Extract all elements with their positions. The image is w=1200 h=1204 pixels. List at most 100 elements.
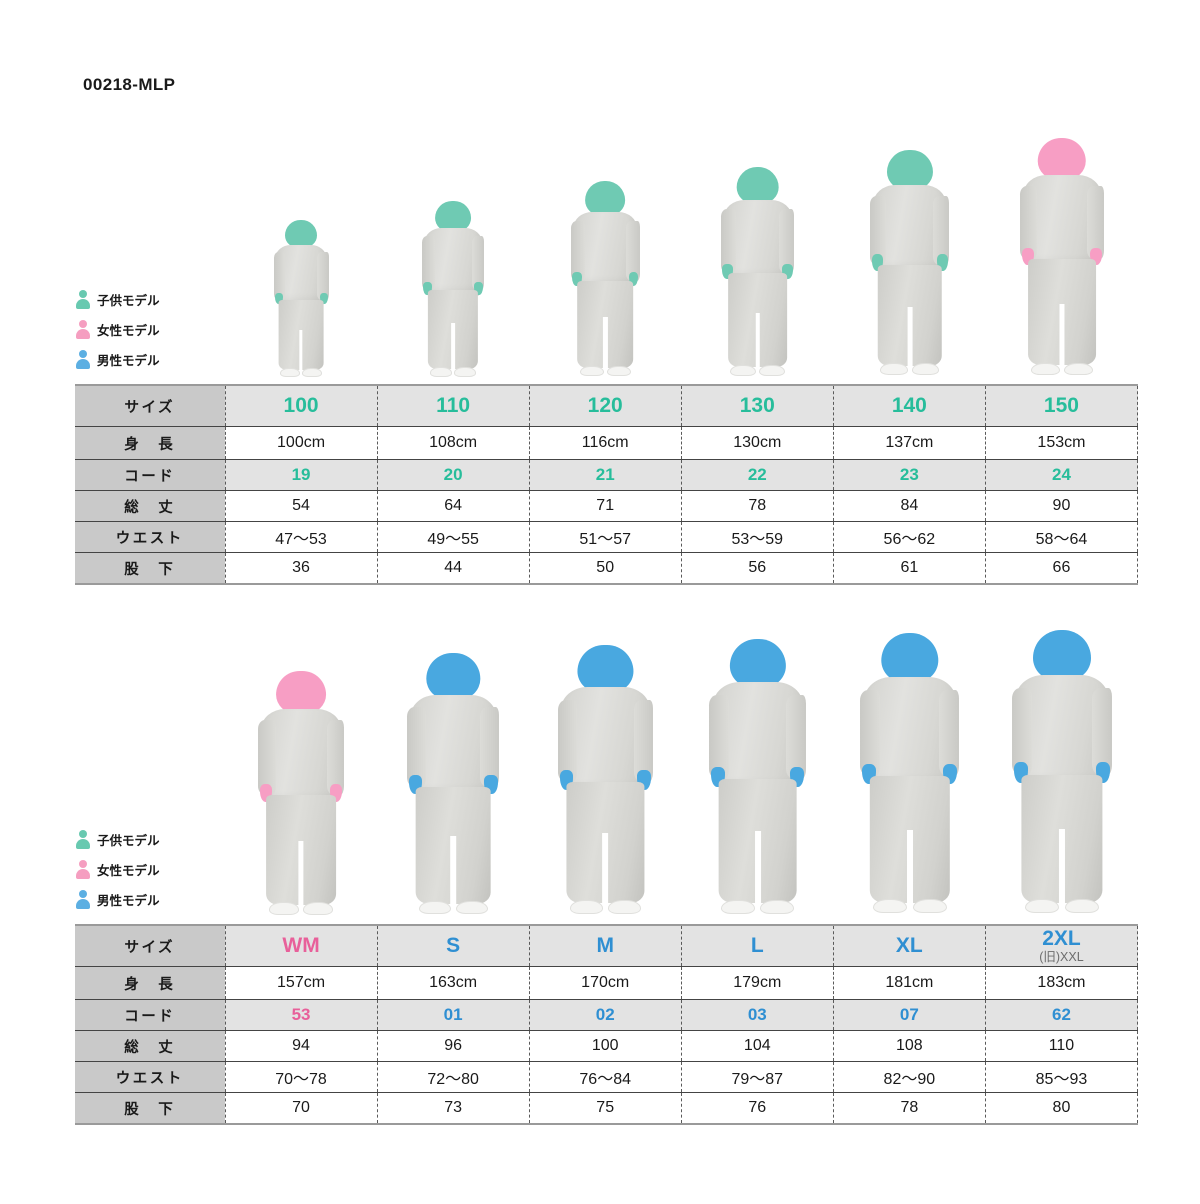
size-cell-2xl: 2XL (旧)XXL <box>984 924 1139 967</box>
model-shoe-right <box>454 367 477 377</box>
row-label-code: コード <box>75 999 225 1031</box>
model-pants-gap <box>602 833 609 904</box>
model-sleeve-right <box>625 220 640 281</box>
model-figure-150 <box>1013 137 1110 381</box>
model-shoe-left <box>1024 899 1060 914</box>
model-sleeve-right <box>786 694 806 780</box>
table-row-waist: ウエスト 47〜53 49〜55 51〜57 53〜59 56〜62 58〜64 <box>75 521 1139 553</box>
model-sleeve-left <box>709 694 729 780</box>
row-label-code: コード <box>75 459 225 491</box>
inseam-cell-2xl: 80 <box>984 1092 1139 1125</box>
row-label-height: 身 長 <box>75 426 225 460</box>
model-sleeve-left <box>720 209 736 274</box>
legend-label-female: 女性モデル <box>97 323 160 338</box>
code-cell-2xl: 62 <box>984 999 1139 1031</box>
model-shoe-left <box>579 365 605 377</box>
model-figure-xl <box>852 632 967 920</box>
model-pants-gap <box>907 307 913 367</box>
height-cell-m: 170cm <box>528 966 682 1000</box>
size-value: 120 <box>587 394 623 417</box>
kids-model-strip: 子供モデル 女性モデル 男性モデル <box>75 130 1138 380</box>
model-figure-wm <box>251 670 351 920</box>
code-cell-l: 03 <box>680 999 834 1031</box>
waist-cell-wm: 70〜78 <box>224 1061 378 1093</box>
model-shoe-left <box>268 902 299 915</box>
size-cell-wm: WM <box>224 924 378 967</box>
code-cell-100: 19 <box>224 459 378 491</box>
size-cell-xl: XL <box>832 924 986 967</box>
legend-item-male: 男性モデル <box>75 344 225 374</box>
model-hand-right <box>319 292 328 305</box>
model-hand-left <box>274 292 283 305</box>
waist-cell-m: 76〜84 <box>528 1061 682 1093</box>
inseam-cell-m: 75 <box>528 1092 682 1125</box>
model-sleeve-right <box>633 699 653 783</box>
model-shoe-left <box>880 363 908 376</box>
row-label-waist: ウエスト <box>75 1061 225 1093</box>
length-cell-150: 90 <box>984 490 1139 522</box>
legend-label-female: 女性モデル <box>97 863 160 878</box>
length-cell-m: 100 <box>528 1030 682 1062</box>
height-cell-2xl: 183cm <box>984 966 1139 1000</box>
model-sleeve-left <box>407 706 427 787</box>
length-cell-xl: 108 <box>832 1030 986 1062</box>
model-shoe-left <box>280 368 301 378</box>
model-pants-gap <box>755 312 760 368</box>
table-row-height: 身 長 157cm 163cm 170cm 179cm 181cm 183cm <box>75 966 1139 1000</box>
adult-section: 子供モデル 女性モデル 男性モデル サイズ WM S M L XL 2XL (旧)XXL 身 長… <box>75 620 1139 1125</box>
size-value: 110 <box>436 394 471 417</box>
waist-cell-2xl: 85〜93 <box>984 1061 1139 1093</box>
row-label-size: サイズ <box>75 384 225 427</box>
model-hand-right <box>782 263 794 280</box>
person-icon <box>75 889 91 909</box>
adult-model-figures <box>225 620 1138 920</box>
model-pants-gap <box>450 835 457 904</box>
waist-cell-120: 51〜57 <box>528 521 682 553</box>
model-shoe-left <box>569 900 603 914</box>
inseam-cell-100: 36 <box>224 552 378 585</box>
model-shoe-right <box>759 364 786 376</box>
size-value: S <box>446 934 461 957</box>
table-row-height: 身 長 100cm 108cm 116cm 130cm 137cm 153cm <box>75 426 1139 460</box>
row-label-total-length: 総 丈 <box>75 1030 225 1062</box>
legend-item-male: 男性モデル <box>75 884 225 914</box>
kids-section: 子供モデル 女性モデル 男性モデル サイズ 100 110 120 130 140 150 身… <box>75 130 1139 585</box>
length-cell-120: 71 <box>528 490 682 522</box>
model-cell-xl <box>834 620 986 920</box>
model-cell-s <box>377 620 529 920</box>
row-label-inseam: 股 下 <box>75 552 225 585</box>
size-value: 130 <box>739 394 775 417</box>
model-pants-gap <box>906 829 913 903</box>
waist-cell-100: 47〜53 <box>224 521 378 553</box>
table-row-total-length: 総 丈 94 96 100 104 108 110 <box>75 1030 1139 1062</box>
size-cell-s: S <box>376 924 530 967</box>
code-cell-m: 02 <box>528 999 682 1031</box>
length-cell-l: 104 <box>680 1030 834 1062</box>
model-sleeve-left <box>273 251 285 300</box>
code-cell-130: 22 <box>680 459 834 491</box>
waist-cell-140: 56〜62 <box>832 521 986 553</box>
size-cell-130: 130 <box>680 384 834 427</box>
model-shoe-left <box>721 899 755 914</box>
kids-model-figures <box>225 130 1138 380</box>
model-sleeve-right <box>326 720 344 796</box>
waist-cell-xl: 82〜90 <box>832 1061 986 1093</box>
model-figure-2xl <box>1004 630 1120 920</box>
model-cell-m <box>529 620 681 920</box>
height-cell-l: 179cm <box>680 966 834 1000</box>
model-pants-gap <box>1059 303 1065 366</box>
waist-cell-s: 72〜80 <box>376 1061 530 1093</box>
model-sleeve-right <box>471 236 485 291</box>
model-pants-gap <box>298 841 304 906</box>
height-cell-130: 130cm <box>680 426 834 460</box>
model-figure-s <box>400 653 507 920</box>
inseam-cell-l: 76 <box>680 1092 834 1125</box>
row-label-total-length: 総 丈 <box>75 490 225 522</box>
row-label-size: サイズ <box>75 924 225 967</box>
inseam-cell-xl: 78 <box>832 1092 986 1125</box>
model-sleeve-right <box>1086 186 1104 259</box>
legend-item-female: 女性モデル <box>75 314 225 344</box>
model-figure-120 <box>566 181 646 380</box>
size-value: L <box>750 934 764 957</box>
adult-model-strip: 子供モデル 女性モデル 男性モデル <box>75 620 1138 920</box>
